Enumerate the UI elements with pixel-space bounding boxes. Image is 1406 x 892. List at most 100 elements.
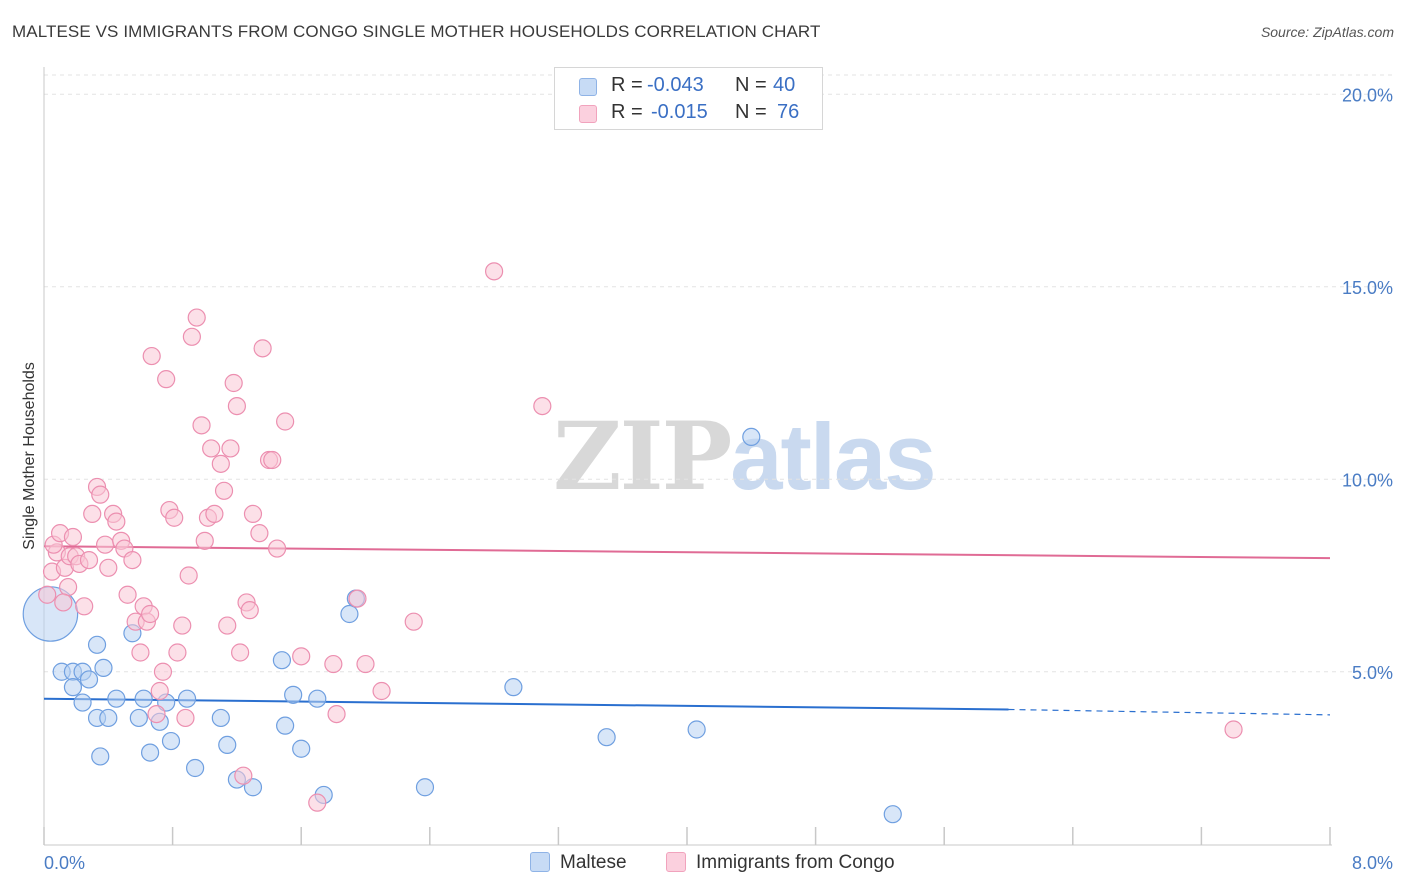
maltese-point [107,689,126,708]
congo-point [142,346,161,366]
congo-point [485,262,504,281]
congo-point [99,558,118,577]
congo-point [59,577,78,597]
watermark: ZIPatlas [553,402,937,512]
congo-point [327,704,346,724]
congo-point [75,597,94,616]
congo-point [348,589,367,608]
y-tick-label: 15.0% [1342,278,1393,298]
congo-point [356,654,375,674]
congo-point [95,535,115,554]
y-tick-label: 20.0% [1342,85,1393,105]
maltese-trend-line-extension [1008,708,1331,716]
congo-point [221,439,240,458]
maltese-point [597,728,616,747]
congo-point [263,450,282,470]
congo-point [38,585,57,604]
congo-point [243,504,263,524]
congo-point [150,681,169,701]
congo-point [240,601,259,620]
maltese-point [186,758,205,778]
maltese-point [883,805,902,824]
congo-point [533,397,552,416]
bottom-legend-congo: Immigrants from Congo [666,852,895,874]
source-label: Source: ZipAtlas.com [1260,24,1394,40]
maltese-point [79,670,99,689]
legend-r-label: R = [611,74,643,96]
maltese-point [292,739,311,758]
bottom-legend-label-maltese: Maltese [560,852,627,873]
congo-point [231,643,250,662]
legend-n-label: N = [735,74,767,96]
congo-point [227,397,246,416]
watermark-zip: ZIP [553,402,732,512]
y-tick-label: 5.0% [1352,663,1393,683]
congo-point [173,616,192,635]
maltese-point [276,716,295,735]
congo-point [123,550,142,570]
legend-n-value: 40 [773,74,796,96]
legend-r-label: R = [611,101,643,123]
x-tick-label: 0.0% [44,853,85,873]
congo-point [153,662,173,681]
maltese-point [134,689,153,708]
congo-point [218,616,237,635]
maltese-point [177,689,197,708]
data-points [22,262,1243,824]
maltese-point [63,678,83,697]
y-tick-label: 10.0% [1342,470,1393,490]
congo-point [176,708,195,728]
maltese-point [161,731,181,751]
legend-swatch-congo [579,105,597,123]
congo-point [179,566,198,585]
congo-point [404,612,423,631]
congo-point [214,481,234,500]
congo-point [234,766,253,785]
legend-swatch-maltese [579,78,597,96]
congo-point [131,643,150,662]
maltese-point [415,778,435,797]
maltese-point [340,604,359,624]
congo-point [147,704,166,724]
congo-trend-line [43,545,1331,560]
legend-r-value: -0.015 [651,101,708,123]
congo-point [79,550,99,570]
maltese-trend-line [43,697,1009,711]
maltese-point [308,689,327,708]
maltese-point [94,658,113,678]
congo-point [324,654,343,674]
maltese-point [140,743,160,762]
chart-title: MALTESE VS IMMIGRANTS FROM CONGO SINGLE … [12,22,821,41]
maltese-point [742,427,761,446]
maltese-point [99,708,118,728]
maltese-point [687,720,706,739]
congo-point [253,339,272,358]
congo-point [202,439,221,458]
legend-n-label: N = [735,101,767,123]
congo-point [192,416,211,435]
congo-point [140,604,160,624]
correlation-legend: R = -0.043 N = 40 R = -0.015 N = 76 [554,67,823,130]
bottom-legend-maltese: Maltese [530,852,627,874]
congo-point [118,585,137,604]
grid-lines [44,74,1392,673]
x-tick-label: 8.0% [1352,853,1393,873]
y-axis-title: Single Mother Households [21,362,38,550]
congo-point [54,593,73,612]
congo-point [91,485,110,504]
axis-labels: 5.0% 10.0% 15.0% 20.0% 0.0% 8.0% Single Mother… [21,85,1393,873]
maltese-point [129,708,148,728]
maltese-point [284,685,303,704]
congo-point [250,524,269,543]
congo-point [372,681,391,701]
congo-point [195,531,214,550]
bottom-legend-swatch-maltese [530,852,550,872]
maltese-point [504,678,523,697]
congo-point [107,512,126,531]
bottom-legend-label-congo: Immigrants from Congo [696,852,895,873]
legend-r-value: -0.043 [647,74,704,96]
congo-point [165,508,184,527]
maltese-point [91,747,110,766]
congo-point [83,504,102,524]
